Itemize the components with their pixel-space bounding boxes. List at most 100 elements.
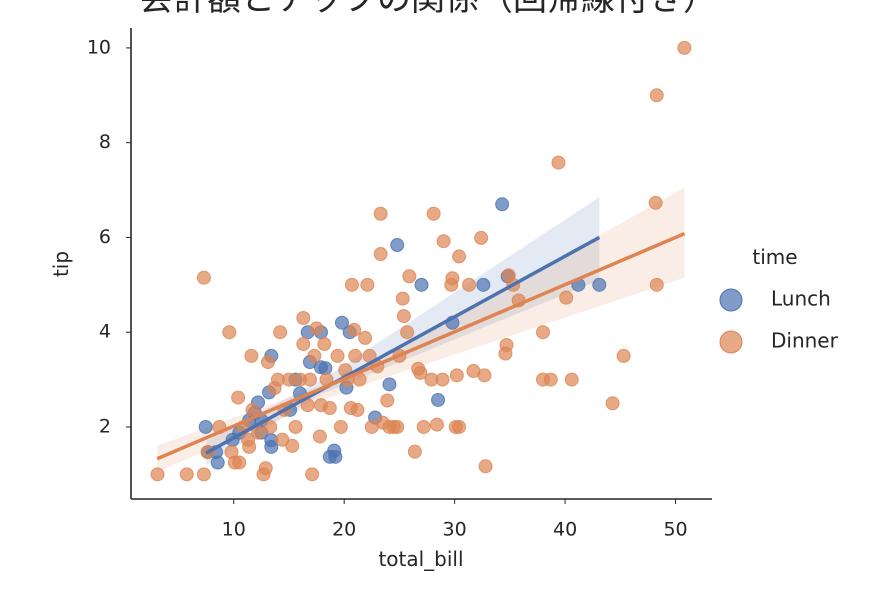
- point: [429, 417, 444, 432]
- point: [360, 277, 375, 292]
- point: [395, 291, 410, 306]
- point: [330, 348, 345, 363]
- point: [592, 277, 607, 292]
- point: [445, 271, 460, 286]
- point: [648, 195, 663, 210]
- point: [390, 238, 405, 253]
- point: [474, 230, 489, 245]
- point: [543, 372, 558, 387]
- point: [312, 429, 327, 444]
- point: [348, 348, 363, 363]
- point: [350, 402, 365, 417]
- legend-label: Lunch: [771, 287, 831, 311]
- y-tick-label: 4: [99, 321, 111, 343]
- point: [244, 348, 259, 363]
- point: [478, 459, 493, 474]
- point: [416, 419, 431, 434]
- point: [407, 444, 422, 459]
- point: [605, 396, 620, 411]
- point: [231, 390, 246, 405]
- point: [307, 348, 322, 363]
- x-tick-label: 30: [443, 519, 467, 541]
- point: [495, 197, 510, 212]
- point: [431, 392, 446, 407]
- point: [452, 419, 467, 434]
- point: [649, 277, 664, 292]
- point: [317, 337, 332, 352]
- point: [536, 325, 551, 340]
- x-axis-label: total_bill: [378, 547, 463, 571]
- point: [258, 461, 273, 476]
- point: [334, 315, 349, 330]
- point: [477, 368, 492, 383]
- point: [380, 393, 395, 408]
- x-tick-label: 40: [553, 519, 577, 541]
- point: [242, 439, 257, 454]
- y-tick-label: 6: [99, 226, 111, 248]
- point: [373, 206, 388, 221]
- point: [305, 467, 320, 482]
- y-tick-label: 8: [99, 131, 111, 153]
- point: [347, 322, 362, 337]
- point: [285, 438, 300, 453]
- point: [196, 270, 211, 285]
- point: [296, 310, 311, 325]
- point: [402, 269, 417, 284]
- point: [449, 368, 464, 383]
- point: [150, 467, 165, 482]
- point: [382, 377, 397, 392]
- point: [179, 467, 194, 482]
- point: [232, 455, 247, 470]
- point: [426, 206, 441, 221]
- point: [222, 325, 237, 340]
- legend-marker: [719, 288, 743, 312]
- point: [275, 432, 290, 447]
- chart-title: 会計額とチップの関係（回帰線付き）: [139, 0, 717, 19]
- regression-line: [156, 232, 686, 461]
- point: [263, 419, 278, 434]
- x-tick-label: 20: [332, 519, 356, 541]
- point: [461, 277, 476, 292]
- point: [436, 234, 451, 249]
- point: [452, 249, 467, 264]
- point: [288, 419, 303, 434]
- point: [260, 355, 275, 370]
- point: [476, 277, 491, 292]
- legend-label: Dinner: [771, 329, 839, 353]
- point: [358, 330, 373, 345]
- regression-line: [205, 235, 601, 455]
- y-axis-label: tip: [49, 251, 73, 277]
- point: [273, 325, 288, 340]
- point: [400, 325, 415, 340]
- point: [373, 247, 388, 262]
- point: [196, 467, 211, 482]
- point: [396, 309, 411, 324]
- point: [649, 88, 664, 103]
- point: [210, 455, 225, 470]
- point: [327, 443, 342, 458]
- y-tick-label: 2: [99, 415, 111, 437]
- point: [344, 277, 359, 292]
- point: [677, 40, 692, 55]
- point: [296, 337, 311, 352]
- point: [264, 439, 279, 454]
- point: [309, 321, 324, 336]
- point: [564, 372, 579, 387]
- x-tick-label: 50: [663, 519, 687, 541]
- point: [413, 365, 428, 380]
- point: [551, 155, 566, 170]
- x-tick-label: 10: [222, 519, 246, 541]
- legend-title: time: [752, 245, 797, 269]
- point: [390, 419, 405, 434]
- point: [435, 372, 450, 387]
- point: [198, 419, 213, 434]
- point: [302, 372, 317, 387]
- legend-marker: [719, 330, 743, 354]
- point: [616, 348, 631, 363]
- point: [333, 419, 348, 434]
- point: [559, 290, 574, 305]
- point: [414, 277, 429, 292]
- y-tick-label: 10: [87, 36, 111, 58]
- point: [498, 346, 513, 361]
